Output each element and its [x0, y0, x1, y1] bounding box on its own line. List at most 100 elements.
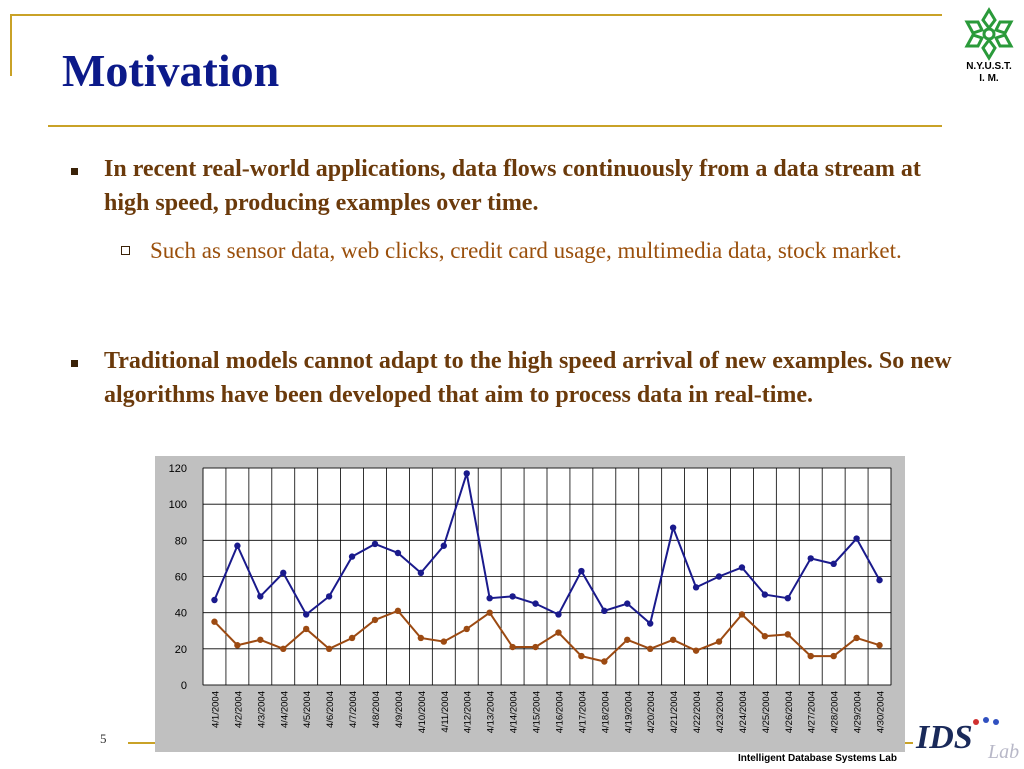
ids-logo-text: IDS — [915, 719, 973, 756]
left-frame-rule — [10, 14, 12, 76]
x-tick-label: 4/12/2004 — [463, 691, 474, 733]
x-tick-label: 4/30/2004 — [876, 691, 887, 733]
x-tick-label: 4/26/2004 — [784, 691, 795, 733]
series-2-point — [578, 652, 585, 660]
series-1-point — [440, 542, 447, 549]
sub-bullet-1: Such as sensor data, web clicks, credit … — [150, 238, 902, 263]
x-tick-label: 4/6/2004 — [325, 691, 336, 728]
x-tick-label: 4/8/2004 — [371, 691, 382, 728]
series-2-point — [601, 658, 608, 665]
nyust-emblem-icon — [964, 7, 1014, 61]
ids-lab-logo: IDS Lab — [910, 712, 1022, 764]
x-tick-label: 4/27/2004 — [807, 691, 818, 733]
series-1-point — [784, 595, 791, 602]
series-1-point — [555, 611, 562, 618]
x-tick-label: 4/24/2004 — [738, 691, 749, 733]
y-tick-label: 0 — [181, 680, 187, 692]
x-tick-label: 4/23/2004 — [715, 691, 726, 733]
bullet-square-icon — [71, 360, 78, 367]
series-1-point — [394, 549, 402, 557]
series-1-point — [692, 584, 700, 591]
series-1-point — [578, 567, 585, 575]
series-1-point — [325, 593, 333, 600]
series-2-point — [417, 634, 425, 642]
series-2-point — [853, 634, 860, 642]
line-chart-panel: 0 20 40 60 80 100 120 4/1/2004 4/2/2004 4/3/2004 4… — [155, 456, 905, 752]
series-1-point — [509, 593, 516, 600]
series-2-point — [463, 625, 470, 633]
series-2-line — [213, 609, 880, 663]
y-tick-label: 120 — [169, 463, 187, 475]
logo-text-line2: I. M. — [979, 73, 999, 84]
series-1-point — [532, 600, 539, 607]
series-2-point — [371, 616, 379, 624]
series-1-point — [486, 595, 493, 602]
ids-logo-script: Lab — [987, 741, 1019, 763]
series-1-point — [807, 555, 814, 562]
series-2-point — [669, 636, 677, 643]
series-2-point — [715, 638, 723, 645]
x-tick-label: 4/4/2004 — [279, 691, 290, 728]
y-tick-label: 20 — [175, 644, 187, 656]
series-1-point — [738, 564, 746, 571]
series-2-point — [348, 634, 356, 642]
series-1-point — [669, 524, 677, 531]
series-2-point — [692, 647, 700, 654]
series-2-point — [624, 636, 631, 643]
bullet-2: Traditional models cannot adapt to the h… — [104, 348, 952, 408]
y-tick-label: 80 — [175, 535, 187, 547]
logo-caption: N.Y.U.S.T. I. M. — [956, 61, 1022, 85]
x-tick-label: 4/21/2004 — [669, 691, 680, 733]
x-tick-label: 4/2/2004 — [233, 691, 244, 728]
series-2-point — [784, 631, 791, 638]
series-2-point — [738, 611, 746, 618]
y-tick-label: 100 — [169, 499, 187, 511]
series-2-point — [509, 643, 516, 651]
series-1-point — [303, 611, 310, 618]
bullet-square-icon — [71, 168, 78, 175]
x-tick-label: 4/5/2004 — [302, 691, 313, 728]
series-1-point — [257, 593, 264, 600]
logo-text-line1: N.Y.U.S.T. — [966, 61, 1012, 72]
x-tick-label: 4/14/2004 — [509, 691, 520, 733]
series-1-point — [463, 470, 470, 477]
x-tick-label: 4/29/2004 — [853, 691, 864, 733]
series-2-point — [876, 642, 883, 649]
series-1-point — [715, 573, 723, 580]
series-2-point — [440, 638, 447, 645]
ids-logo-icon: IDS Lab — [915, 717, 1019, 763]
series-2-point — [394, 607, 402, 615]
series-1-point — [234, 542, 241, 549]
y-tick-label: 40 — [175, 608, 187, 620]
x-tick-label: 4/10/2004 — [417, 691, 428, 733]
series-1-point — [417, 569, 425, 577]
x-tick-label: 4/16/2004 — [554, 691, 565, 733]
series-1-point — [371, 540, 379, 548]
series-1-point — [853, 535, 860, 542]
y-tick-label: 60 — [175, 572, 187, 584]
x-tick-label: 4/13/2004 — [486, 691, 497, 733]
x-tick-label: 4/17/2004 — [577, 691, 588, 733]
series-2-point — [303, 625, 310, 633]
x-tick-label: 4/7/2004 — [348, 691, 359, 728]
x-tick-label: 4/11/2004 — [440, 691, 451, 733]
series-1-point — [624, 600, 631, 607]
series-2-point — [807, 652, 814, 660]
series-2-point — [280, 645, 287, 653]
series-2-point — [532, 643, 539, 651]
series-1-point — [647, 620, 654, 627]
series-2-point — [234, 642, 241, 649]
series-1-point — [601, 607, 608, 615]
series-1-point — [348, 553, 356, 560]
footer-rule-left — [128, 742, 155, 744]
x-tick-label: 4/25/2004 — [761, 691, 772, 733]
slide-title: Motivation — [62, 45, 280, 96]
x-tick-label: 4/28/2004 — [830, 691, 841, 733]
series-2-point — [257, 636, 264, 643]
x-tick-label: 4/3/2004 — [256, 691, 267, 728]
series-2-point — [647, 645, 654, 653]
x-tick-label: 4/1/2004 — [210, 691, 221, 728]
x-tick-label: 4/9/2004 — [394, 691, 405, 728]
x-tick-label: 4/15/2004 — [532, 691, 543, 733]
title-underline — [48, 125, 942, 127]
